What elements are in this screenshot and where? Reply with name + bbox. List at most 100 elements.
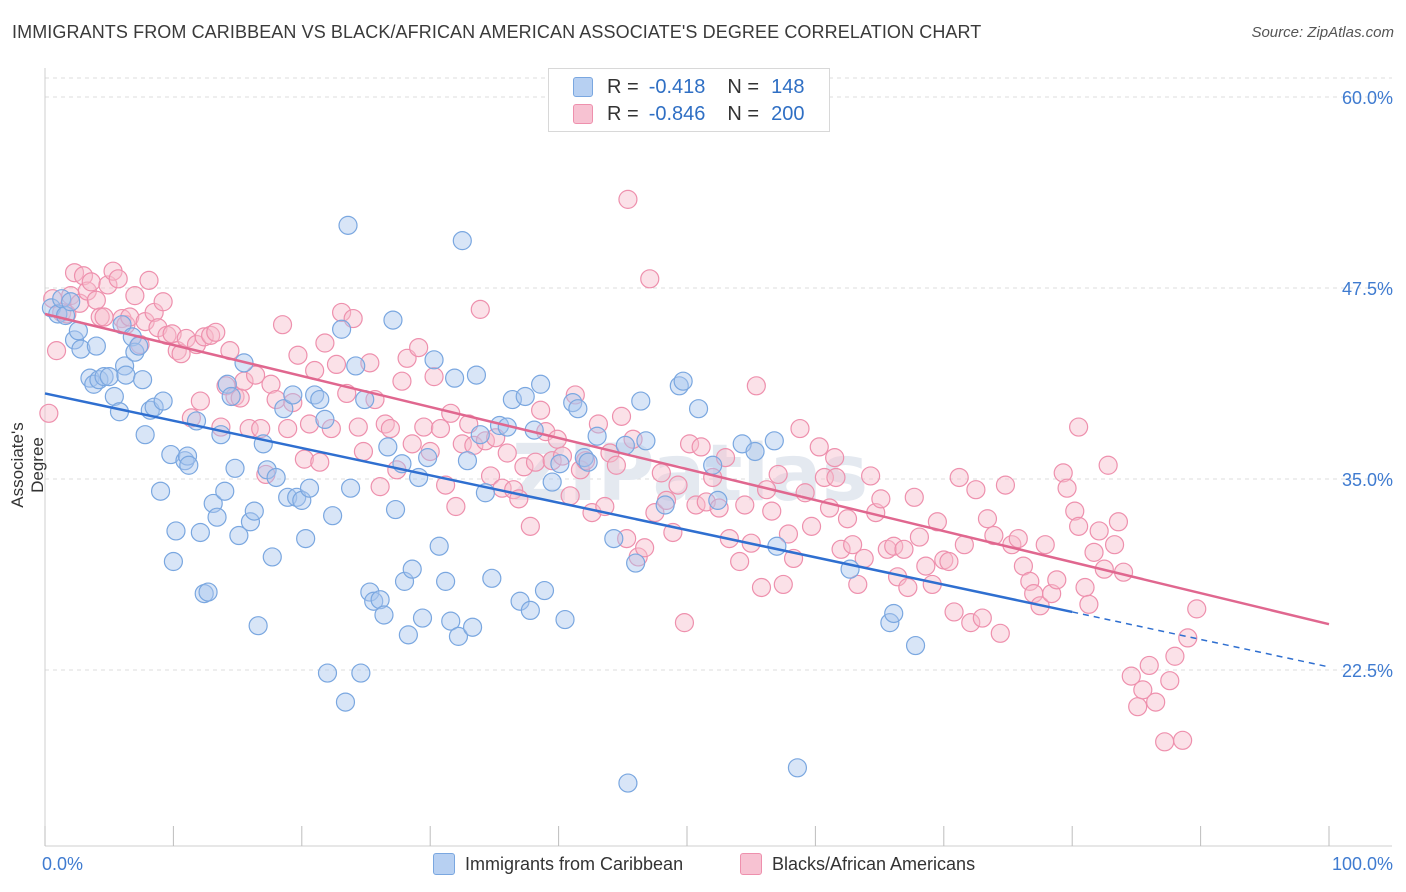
blue-point-23 — [135, 425, 155, 445]
blue-point-18 — [116, 365, 136, 385]
blue-point-71 — [351, 663, 371, 683]
pink-point-2 — [46, 341, 67, 361]
pink-point-104 — [570, 460, 591, 480]
blue-point-135 — [884, 603, 904, 624]
blue-point-107 — [531, 374, 551, 394]
blue-point-21 — [129, 336, 149, 356]
pink-point-177 — [990, 623, 1010, 643]
pink-point-212 — [1069, 417, 1089, 437]
blue-point-68 — [338, 215, 358, 235]
legend-box: R = -0.418 N = 148 R = -0.846 N = 200 — [548, 68, 830, 132]
y-tick-labels: 22.5% 35.0% 47.5% 60.0% — [1342, 88, 1393, 681]
legend-n-value: 200 — [771, 102, 805, 125]
blue-point-42 — [217, 374, 237, 394]
pink-point-137 — [762, 501, 782, 521]
blue-point-43 — [221, 386, 241, 407]
pink-point-132 — [735, 495, 755, 515]
blue-point-47 — [240, 512, 261, 532]
blue-point-131 — [767, 536, 787, 556]
blue-point-66 — [332, 319, 352, 339]
pink-point-135 — [751, 577, 772, 598]
blue-point-48 — [244, 501, 264, 521]
blue-point-49 — [248, 616, 268, 636]
pink-point-76 — [414, 417, 434, 437]
blue-point-74 — [364, 591, 384, 611]
pink-point-75 — [409, 337, 429, 358]
blue-point-95 — [462, 617, 483, 637]
legend-n-label: N = — [727, 102, 760, 125]
blue-point-41 — [215, 481, 235, 501]
pink-point-206 — [1155, 732, 1175, 752]
pink-point-204 — [1139, 655, 1159, 676]
pink-point-0 — [39, 403, 59, 423]
pink-point-82 — [446, 496, 466, 517]
bottom-legend-label-black: Blacks/African Americans — [772, 853, 976, 874]
pink-point-211 — [1187, 599, 1207, 619]
pink-point-149 — [831, 539, 851, 559]
blue-point-117 — [604, 528, 624, 549]
legend-r-value: -0.846 — [648, 102, 706, 125]
blue-point-115 — [578, 452, 598, 472]
x-tick-label-min: 0.0% — [42, 854, 83, 874]
pink-point-178 — [995, 475, 1016, 495]
pink-point-35 — [194, 327, 214, 347]
pink-point-115 — [635, 538, 655, 558]
pink-point-203 — [1133, 680, 1153, 700]
blue-point-35 — [190, 522, 210, 543]
blue-point-116 — [587, 426, 607, 446]
blue-point-104 — [515, 386, 535, 407]
pink-point-36 — [201, 325, 221, 345]
blue-point-75 — [370, 590, 390, 610]
blue-point-82 — [398, 625, 418, 645]
pink-point-91 — [497, 443, 517, 463]
blue-point-119 — [626, 553, 646, 573]
legend-r-value: -0.418 — [648, 75, 706, 98]
pink-point-182 — [1020, 571, 1040, 591]
blue-point-63 — [315, 409, 335, 430]
pink-point-118 — [651, 463, 671, 483]
blue-point-65 — [323, 506, 343, 526]
pink-point-195 — [1089, 521, 1109, 541]
pink-point-160 — [894, 539, 914, 559]
pink-point-54 — [294, 449, 314, 469]
blue-point-137 — [618, 773, 638, 793]
pink-point-208 — [1165, 646, 1185, 666]
blue-point-70 — [346, 356, 366, 376]
blue-point-86 — [418, 448, 438, 468]
blue-point-96 — [466, 365, 487, 385]
blue-point-69 — [340, 478, 361, 498]
blue-trend-line — [44, 392, 1073, 614]
blue-point-30 — [166, 521, 186, 541]
pink-point-123 — [679, 434, 700, 454]
blue-point-94 — [457, 451, 478, 471]
blue-point-81 — [394, 571, 415, 591]
pink-point-74 — [402, 434, 422, 454]
pink-point-210 — [1178, 628, 1198, 648]
pink-point-97 — [531, 400, 551, 420]
blue-point-124 — [673, 371, 693, 391]
y-tick-label-3: 60.0% — [1342, 88, 1393, 108]
y-tick-label-2: 47.5% — [1342, 279, 1393, 299]
pink-point-194 — [1084, 542, 1104, 562]
pink-point-96 — [525, 452, 546, 472]
pink-point-170 — [949, 467, 969, 488]
blue-point-92 — [448, 626, 469, 646]
blue-point-76 — [374, 605, 394, 625]
pink-point-51 — [278, 418, 298, 439]
pink-point-154 — [861, 466, 881, 486]
blue-point-108 — [534, 580, 555, 601]
pink-point-131 — [730, 551, 750, 572]
blue-point-28 — [161, 444, 181, 465]
blue-point-93 — [452, 231, 472, 251]
pink-point-110 — [606, 455, 626, 475]
pink-point-197 — [1098, 455, 1118, 475]
pink-point-37 — [206, 322, 226, 342]
pink-point-180 — [1008, 528, 1028, 549]
pink-point-11 — [86, 290, 106, 310]
pink-point-55 — [299, 414, 320, 434]
pink-point-175 — [977, 509, 998, 529]
pink-point-207 — [1160, 671, 1180, 691]
blue-point-58 — [292, 490, 312, 510]
pink-point-152 — [848, 574, 868, 595]
